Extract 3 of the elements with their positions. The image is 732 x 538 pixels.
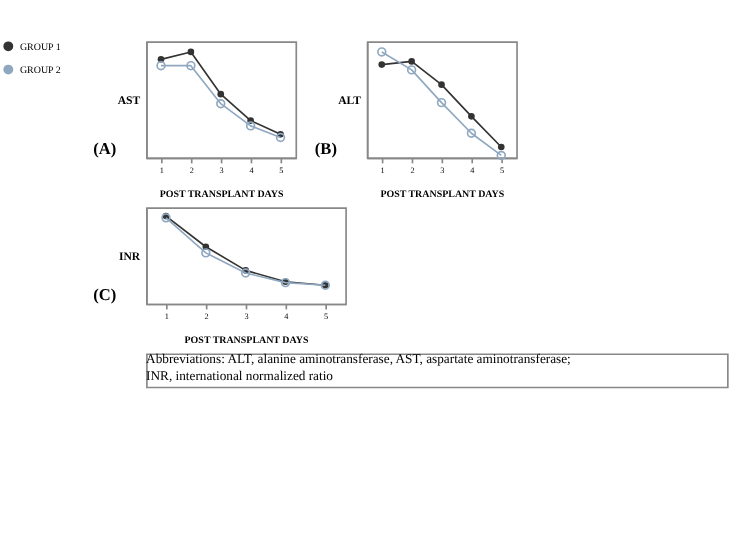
text: (C): [93, 286, 117, 305]
text: (A): [93, 140, 117, 159]
text: (B): [314, 140, 338, 159]
